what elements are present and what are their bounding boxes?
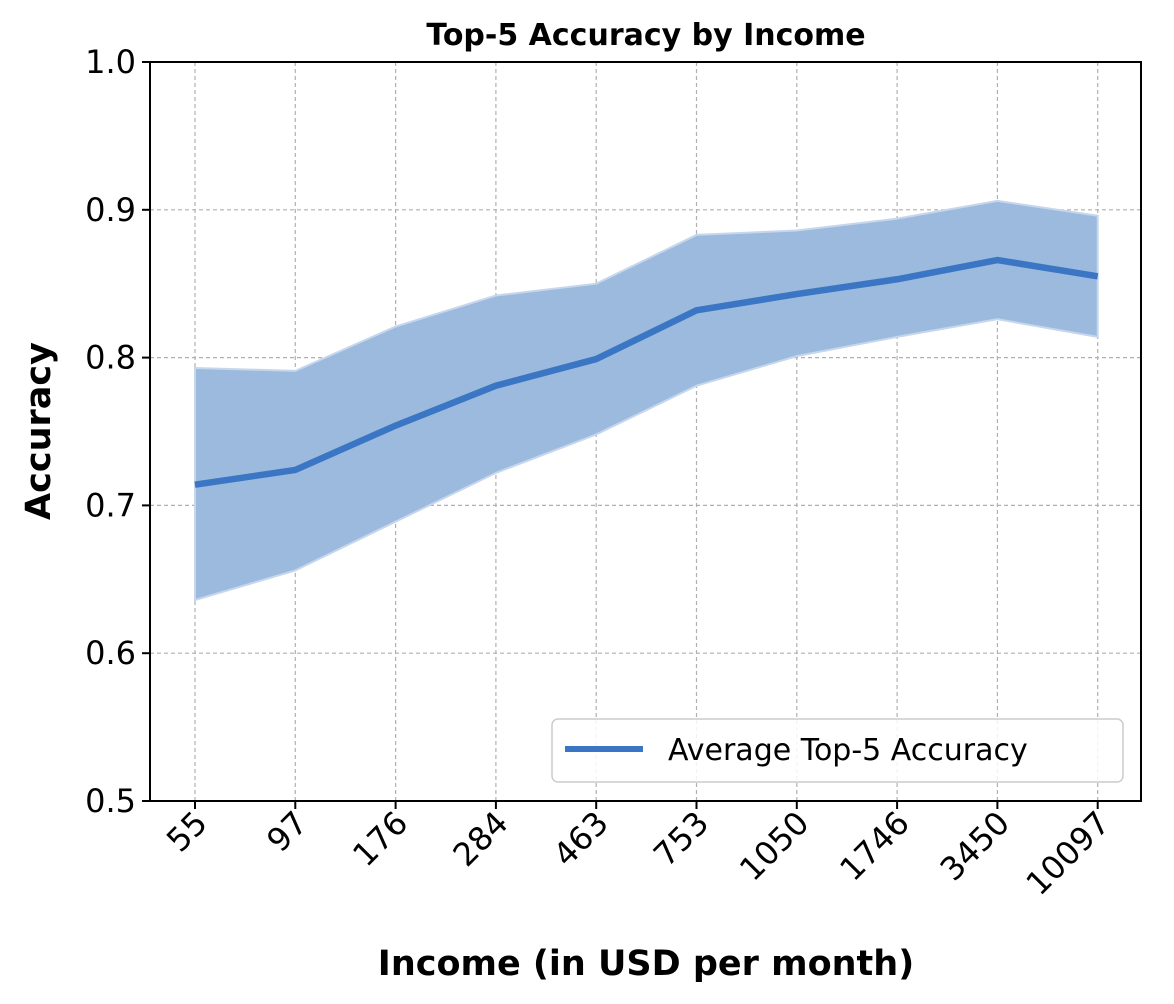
x-tick-label: 3450 bbox=[933, 804, 1017, 888]
x-tick-label: 463 bbox=[546, 804, 616, 874]
x-tick-label: 753 bbox=[646, 804, 716, 874]
y-tick-label: 0.7 bbox=[85, 486, 136, 524]
y-tick-label: 0.5 bbox=[85, 782, 136, 820]
confidence-band bbox=[194, 199, 1099, 602]
legend: Average Top-5 Accuracy bbox=[551, 718, 1124, 783]
series-line-layer bbox=[194, 256, 1099, 488]
x-tick-label: 97 bbox=[259, 804, 315, 860]
x-tick-label: 10097 bbox=[1019, 804, 1118, 903]
x-tick-label: 1746 bbox=[832, 804, 916, 888]
legend-label: Average Top-5 Accuracy bbox=[668, 733, 1028, 768]
x-tick-label: 176 bbox=[345, 804, 415, 874]
y-tick-label: 1.0 bbox=[85, 43, 136, 81]
x-axis-label: Income (in USD per month) bbox=[378, 944, 914, 984]
y-axis: 0.5 0.6 0.7 0.8 0.9 1.0 bbox=[85, 43, 150, 820]
chart-title: Top-5 Accuracy by Income bbox=[426, 18, 865, 53]
y-tick-label: 0.6 bbox=[85, 634, 136, 672]
x-tick-label: 1050 bbox=[732, 804, 816, 888]
x-axis: 55 97 176 284 463 753 1050 1746 3450 10097 bbox=[159, 801, 1117, 903]
y-tick-label: 0.9 bbox=[85, 191, 136, 229]
x-tick-label: 55 bbox=[159, 804, 215, 860]
x-tick-label: 284 bbox=[445, 804, 515, 874]
plot-frame bbox=[149, 61, 1142, 802]
y-axis-label: Accuracy bbox=[19, 342, 59, 520]
legend-box bbox=[551, 718, 1124, 783]
confidence-band-layer bbox=[194, 199, 1099, 602]
series-line bbox=[194, 256, 1099, 488]
y-tick-label: 0.8 bbox=[85, 339, 136, 377]
